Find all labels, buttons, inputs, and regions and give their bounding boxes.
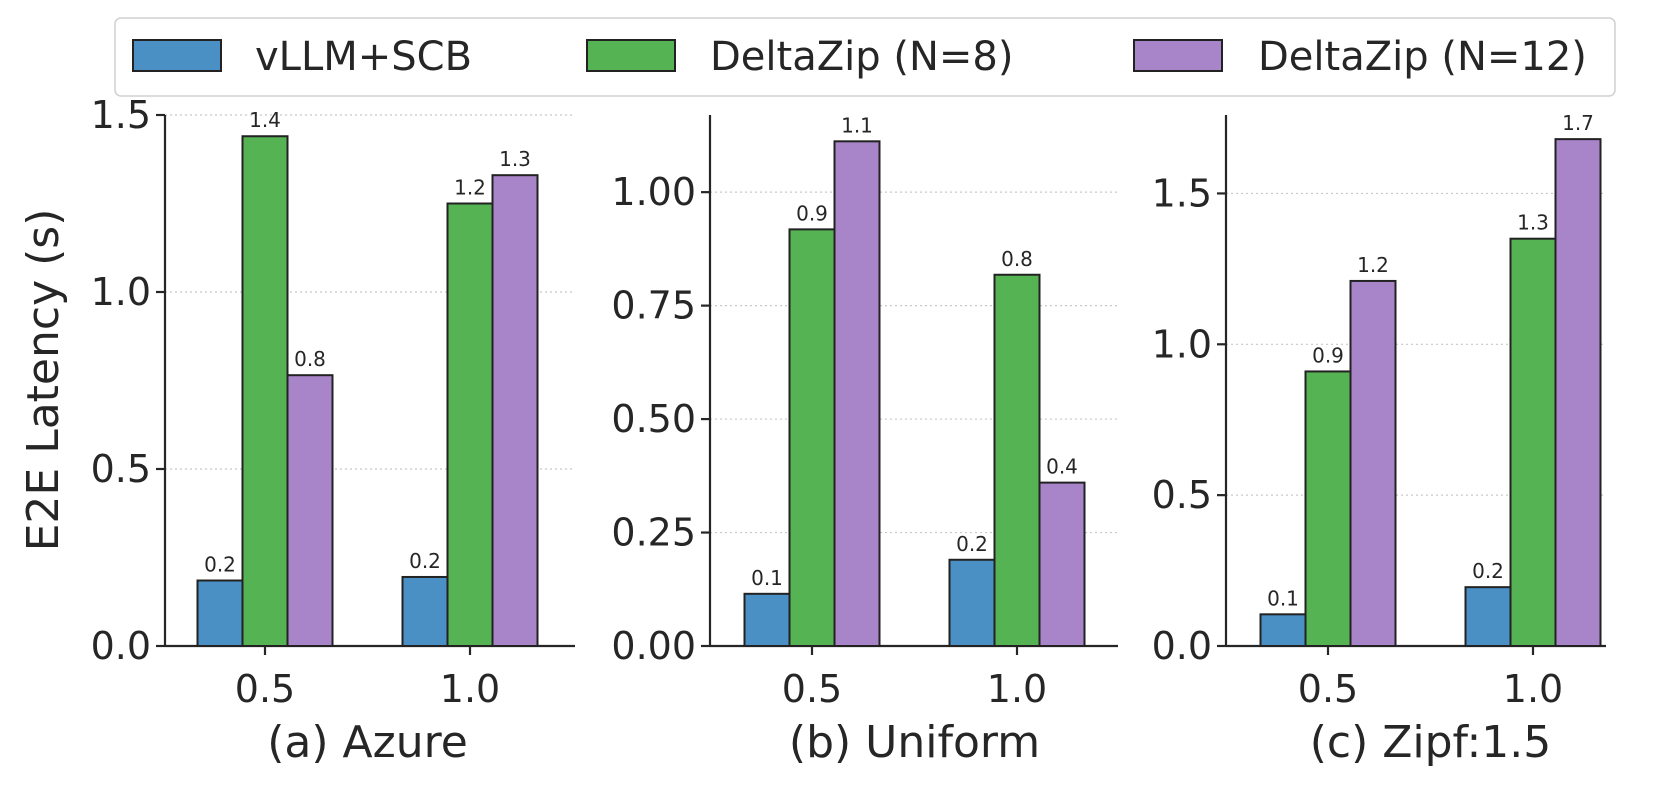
bar-vllm-scb-azure-1.0 (401, 575, 449, 647)
x-tick-label: 0.5 (235, 667, 295, 711)
bar-deltazip-n12-zipf-0.5 (1349, 279, 1397, 647)
y-tick-label: 0.0 (1152, 624, 1212, 668)
x-tick-label: 0.5 (1298, 667, 1358, 711)
bar-deltazip-n12-zipf-1.0 (1554, 138, 1602, 648)
legend-label-vllm-scb: vLLM+SCB (255, 34, 472, 80)
legend-frame (114, 17, 1616, 97)
bar-vllm-scb-zipf-1.0 (1464, 586, 1512, 647)
y-tick-label: 1.0 (91, 270, 151, 314)
bar-value-label: 0.8 (294, 347, 326, 371)
bar-deltazip-n12-uniform-0.5 (833, 140, 881, 647)
y-tick-label: 0.25 (611, 511, 696, 555)
x-tick-label: 1.0 (440, 667, 500, 711)
bar-value-label: 1.2 (454, 176, 486, 200)
bar-deltazip-n12-azure-1.0 (491, 174, 539, 647)
y-tick-label: 1.00 (611, 170, 696, 214)
bar-value-label: 1.1 (841, 113, 873, 137)
bar-value-label: 1.7 (1562, 111, 1594, 135)
y-tick-label: 0.5 (1152, 473, 1212, 517)
bar-value-label: 0.2 (204, 553, 236, 577)
x-tick-label: 1.0 (1503, 667, 1563, 711)
panel-title: (a) Azure (267, 717, 468, 768)
y-tick-label: 1.5 (91, 93, 151, 137)
legend: vLLM+SCB DeltaZip (N=8) DeltaZip (N=12) (114, 17, 1616, 97)
panel-title: (c) Zipf:1.5 (1310, 717, 1552, 768)
x-tick-label: 0.5 (782, 667, 842, 711)
bar-deltazip-n8-zipf-0.5 (1304, 370, 1352, 647)
y-tick-label: 0.75 (611, 284, 696, 328)
bar-deltazip-n12-azure-0.5 (286, 374, 334, 647)
bar-vllm-scb-uniform-1.0 (948, 558, 996, 647)
bar-value-label: 0.1 (1267, 586, 1299, 610)
panel-azure: 0.0 0.5 1.0 1.5 0.2 1.4 0.8 0.5 0.2 1.2 1.3 1.0 (a) … (91, 93, 575, 768)
bar-value-label: 0.2 (956, 532, 988, 556)
bar-value-label: 1.2 (1357, 253, 1389, 277)
bar-deltazip-n8-uniform-1.0 (993, 273, 1041, 647)
bar-value-label: 0.1 (751, 566, 783, 590)
bar-value-label: 1.4 (249, 108, 281, 132)
legend-label-deltazip-n12: DeltaZip (N=12) (1258, 34, 1587, 80)
panel-uniform: 0.00 0.25 0.50 0.75 1.00 0.1 0.9 1.1 0.5 0.2 0.8 0.… (611, 113, 1118, 768)
y-axis-label: E2E Latency (s) (18, 209, 69, 552)
bar-deltazip-n8-uniform-0.5 (788, 228, 836, 647)
y-tick-label: 0.5 (91, 447, 151, 491)
bar-value-label: 0.9 (1312, 343, 1344, 367)
bar-deltazip-n8-zipf-1.0 (1509, 237, 1557, 648)
bar-value-label: 0.8 (1001, 247, 1033, 271)
bar-vllm-scb-uniform-0.5 (743, 592, 791, 647)
bar-value-label: 0.2 (1472, 559, 1504, 583)
bar-vllm-scb-azure-0.5 (196, 579, 244, 648)
legend-swatch-deltazip-n12 (1133, 39, 1223, 72)
bar-vllm-scb-zipf-0.5 (1259, 613, 1307, 648)
bar-deltazip-n12-uniform-1.0 (1038, 481, 1086, 647)
legend-label-deltazip-n8: DeltaZip (N=8) (710, 34, 1013, 80)
panel-zipf: 0.0 0.5 1.0 1.5 0.1 0.9 1.2 0.5 0.2 1.3 1.7 1.0 (c) … (1152, 111, 1606, 768)
y-tick-label: 1.5 (1152, 171, 1212, 215)
y-tick-label: 0.0 (91, 624, 151, 668)
panel-title: (b) Uniform (789, 717, 1040, 768)
y-tick-label: 1.0 (1152, 322, 1212, 366)
legend-swatch-deltazip-n8 (586, 39, 676, 72)
bar-deltazip-n8-azure-1.0 (446, 202, 494, 647)
x-tick-label: 1.0 (987, 667, 1047, 711)
bar-value-label: 0.9 (796, 201, 828, 225)
bar-value-label: 1.3 (499, 147, 531, 171)
legend-swatch-vllm-scb (132, 39, 222, 72)
y-tick-label: 0.00 (611, 624, 696, 668)
bar-value-label: 1.3 (1517, 211, 1549, 235)
y-tick-label: 0.50 (611, 397, 696, 441)
bar-value-label: 0.4 (1046, 455, 1078, 479)
bar-deltazip-n8-azure-0.5 (241, 135, 289, 648)
bar-value-label: 0.2 (409, 549, 441, 573)
